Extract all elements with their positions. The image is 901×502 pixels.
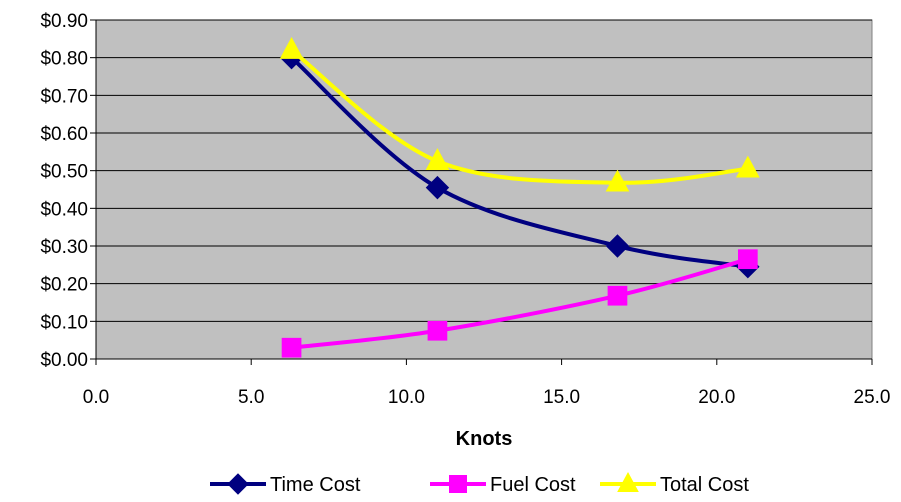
y-tick-label: $0.70 — [40, 86, 88, 107]
legend-label: Total Cost — [660, 474, 749, 496]
y-tick-label: $0.40 — [40, 199, 88, 220]
x-tick-label: 10.0 — [388, 387, 425, 408]
series-total-cost — [279, 36, 760, 192]
series-line-fuel-cost — [291, 257, 749, 350]
x-tick-label: 25.0 — [854, 387, 891, 408]
legend-marker-time-cost — [227, 473, 249, 495]
data-point-time-cost — [425, 175, 450, 200]
x-tick-label: 15.0 — [543, 387, 580, 408]
data-point-total-cost — [425, 148, 450, 170]
data-point-total-cost — [736, 155, 760, 178]
y-tick-label: $0.30 — [40, 237, 88, 258]
gridlines — [96, 19, 872, 322]
series-line-total-cost — [290, 48, 749, 185]
plot-area — [95, 19, 873, 360]
series-fuel-cost — [281, 249, 758, 358]
y-tick-label: $0.80 — [40, 49, 88, 70]
y-tick-label: $0.90 — [40, 11, 88, 32]
x-axis-title: Knots — [456, 428, 513, 450]
legend-item-time-cost: Time Cost — [210, 473, 361, 496]
data-point-fuel-cost — [737, 249, 758, 270]
legend-label: Time Cost — [270, 474, 361, 496]
series-line-time-cost — [290, 56, 749, 269]
y-tick-label: $0.00 — [40, 350, 88, 371]
legend-marker-fuel-cost — [449, 475, 467, 493]
legend: Time Cost Fuel Cost Total Cost — [210, 471, 749, 496]
axes: $0.00 $0.10 $0.20 $0.30 $0.40 $0.50 $0.60 $0.70… — [40, 11, 890, 408]
legend-marker-total-cost — [617, 471, 639, 492]
data-point-total-cost — [605, 169, 630, 192]
x-tick-label: 5.0 — [238, 387, 264, 408]
data-point-fuel-cost — [281, 337, 302, 358]
legend-item-total-cost: Total Cost — [600, 471, 749, 496]
y-tick-label: $0.50 — [40, 162, 88, 183]
legend-item-fuel-cost: Fuel Cost — [430, 474, 576, 496]
y-tick-label: $0.60 — [40, 124, 88, 145]
legend-label: Fuel Cost — [490, 474, 576, 496]
series-layer — [279, 36, 760, 358]
y-tick-label: $0.10 — [40, 312, 88, 333]
data-point-total-cost — [279, 36, 304, 59]
x-tick-label: 0.0 — [83, 387, 109, 408]
data-point-time-cost — [605, 234, 630, 258]
data-point-fuel-cost — [427, 320, 448, 341]
y-tick-label: $0.20 — [40, 275, 88, 296]
x-tick-label: 20.0 — [698, 387, 735, 408]
data-point-fuel-cost — [607, 285, 628, 306]
